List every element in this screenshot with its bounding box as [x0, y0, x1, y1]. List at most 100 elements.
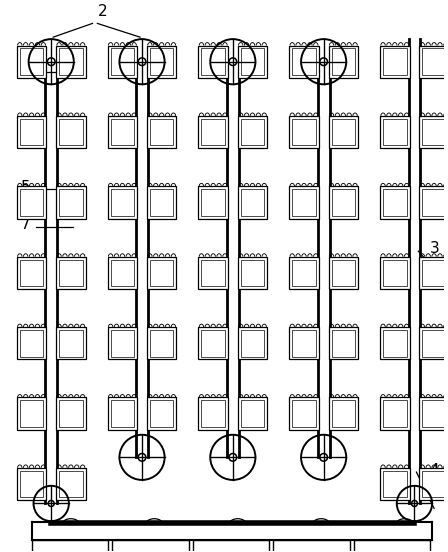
Bar: [292, 330, 316, 357]
Bar: [198, 116, 228, 148]
Bar: [332, 330, 355, 357]
Bar: [202, 259, 225, 286]
Bar: [147, 327, 177, 359]
Bar: [383, 471, 407, 497]
Bar: [59, 330, 82, 357]
Bar: [238, 116, 267, 148]
Bar: [56, 186, 86, 219]
Bar: [241, 189, 264, 216]
Bar: [289, 116, 319, 148]
Bar: [422, 400, 446, 427]
Bar: [380, 327, 409, 359]
Bar: [380, 45, 409, 78]
Bar: [241, 259, 264, 286]
Bar: [292, 49, 316, 75]
Bar: [17, 116, 46, 148]
Bar: [332, 119, 355, 145]
Bar: [20, 259, 43, 286]
Bar: [20, 119, 43, 145]
Bar: [150, 330, 173, 357]
Bar: [202, 119, 225, 145]
Bar: [383, 119, 407, 145]
Bar: [380, 468, 409, 500]
Text: 2: 2: [98, 3, 107, 19]
Bar: [419, 257, 448, 289]
Bar: [193, 540, 269, 552]
Bar: [380, 186, 409, 219]
Bar: [108, 327, 137, 359]
Bar: [17, 257, 46, 289]
Bar: [383, 49, 407, 75]
Bar: [150, 259, 173, 286]
Bar: [292, 400, 316, 427]
Bar: [422, 259, 446, 286]
Bar: [202, 330, 225, 357]
Bar: [59, 400, 82, 427]
Bar: [289, 327, 319, 359]
Bar: [147, 45, 177, 78]
Text: 7: 7: [21, 217, 30, 232]
Bar: [292, 259, 316, 286]
Bar: [422, 189, 446, 216]
Bar: [383, 330, 407, 357]
Bar: [56, 45, 86, 78]
Bar: [202, 400, 225, 427]
Bar: [111, 119, 134, 145]
Bar: [20, 471, 43, 497]
Bar: [419, 116, 448, 148]
Text: 4: 4: [429, 463, 439, 477]
Bar: [328, 397, 358, 430]
Bar: [31, 540, 108, 552]
Bar: [380, 397, 409, 430]
Bar: [422, 49, 446, 75]
Bar: [238, 397, 267, 430]
Bar: [241, 119, 264, 145]
Bar: [273, 540, 349, 552]
Bar: [111, 400, 134, 427]
Bar: [111, 49, 134, 75]
Text: 3: 3: [430, 241, 440, 256]
Bar: [289, 397, 319, 430]
Bar: [332, 49, 355, 75]
Bar: [56, 468, 86, 500]
Bar: [241, 330, 264, 357]
Bar: [238, 45, 267, 78]
Bar: [419, 468, 448, 500]
Bar: [20, 189, 43, 216]
Bar: [56, 397, 86, 430]
Bar: [59, 49, 82, 75]
Bar: [383, 259, 407, 286]
Bar: [383, 400, 407, 427]
Bar: [328, 186, 358, 219]
Bar: [422, 471, 446, 497]
Bar: [56, 116, 86, 148]
Bar: [202, 189, 225, 216]
Bar: [198, 186, 228, 219]
Bar: [419, 327, 448, 359]
Bar: [111, 259, 134, 286]
Bar: [422, 330, 446, 357]
Bar: [59, 119, 82, 145]
Bar: [17, 45, 46, 78]
Bar: [17, 186, 46, 219]
Bar: [150, 119, 173, 145]
Bar: [59, 259, 82, 286]
Bar: [111, 330, 134, 357]
Bar: [380, 116, 409, 148]
Bar: [292, 119, 316, 145]
Bar: [238, 186, 267, 219]
Text: 5: 5: [21, 180, 30, 195]
Bar: [238, 257, 267, 289]
Bar: [20, 49, 43, 75]
Bar: [289, 186, 319, 219]
Bar: [241, 400, 264, 427]
Bar: [419, 397, 448, 430]
Bar: [328, 327, 358, 359]
Bar: [111, 189, 134, 216]
Bar: [17, 327, 46, 359]
Bar: [380, 257, 409, 289]
Bar: [422, 119, 446, 145]
Bar: [150, 189, 173, 216]
Bar: [20, 330, 43, 357]
Text: 1: 1: [24, 62, 34, 77]
